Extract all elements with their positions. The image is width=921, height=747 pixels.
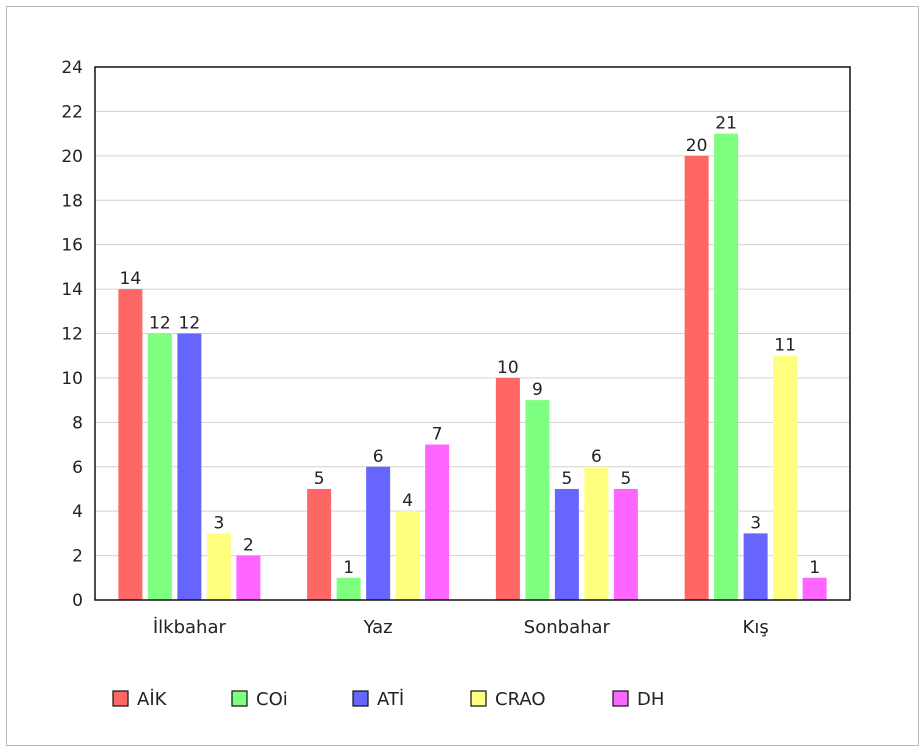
x-axis: İlkbahar Yaz Sonbahar Kış [153,617,769,638]
legend-item[interactable]: ATİ [352,689,404,710]
legend-label: CRAO [495,689,546,710]
x-tick-label: Kış [743,617,769,638]
data-label: 12 [149,314,171,334]
data-label: 2 [243,536,254,556]
y-tick-label: 2 [72,547,83,567]
y-tick-label: 6 [72,458,83,478]
legend-item[interactable]: CRAO [470,689,546,710]
data-label: 7 [432,425,443,445]
bar [584,466,609,600]
bar [206,533,231,600]
data-label: 6 [373,447,384,467]
legend-label: ATİ [377,689,404,710]
data-label: 5 [561,469,572,489]
data-label: 9 [532,380,543,400]
y-tick-label: 4 [72,502,83,522]
data-label: 10 [497,358,519,378]
data-label: 6 [591,447,602,467]
data-label: 20 [686,136,708,156]
plot-area-border [94,66,851,601]
y-tick-label: 24 [61,58,83,78]
data-label: 3 [213,513,224,533]
bar [714,133,739,600]
legend-swatch [231,690,248,707]
data-label: 12 [179,314,201,334]
y-tick-label: 16 [61,236,83,256]
y-tick-label: 14 [61,280,83,300]
data-label: 21 [715,114,737,134]
legend-swatch [470,690,487,707]
data-label: 5 [314,469,325,489]
bar [743,533,768,600]
legend-swatch [352,690,369,707]
x-tick-label: İlkbahar [153,617,227,638]
y-tick-label: 12 [61,325,83,345]
y-tick-label: 10 [61,369,83,389]
legend-label: COi [256,689,288,710]
bar [425,444,450,600]
legend-item[interactable]: AİK [112,689,168,710]
chart-frame: 0 2 4 6 8 10 12 14 16 18 20 22 24 14 12 12 3 2 5 1 6 4 7 10 9 5 6… [6,6,919,746]
legend-swatch [612,690,629,707]
bar [525,400,550,600]
legend-swatch [112,690,129,707]
x-tick-label: Sonbahar [524,617,611,638]
data-label: 14 [120,269,142,289]
x-tick-label: Yaz [363,617,393,638]
legend-item[interactable]: DH [612,689,664,710]
bar [177,333,202,600]
y-tick-label: 0 [72,591,83,611]
data-label: 11 [774,336,796,356]
bar [366,466,391,600]
y-tick-label: 22 [61,102,83,122]
bar [495,377,520,600]
y-tick-label: 8 [72,413,83,433]
bars [118,133,827,601]
bar [118,289,143,600]
bar [802,577,827,600]
data-label: 4 [402,491,413,511]
bar [684,155,709,601]
bar [773,355,798,600]
data-label: 5 [620,469,631,489]
data-label: 3 [750,513,761,533]
bar [395,511,420,600]
bar [307,488,332,600]
data-label: 1 [809,558,820,578]
bar [613,488,638,600]
y-tick-label: 18 [61,191,83,211]
y-tick-label: 20 [61,147,83,167]
bar [147,333,172,600]
bar [554,488,579,600]
data-label: 1 [343,558,354,578]
bar [236,555,261,600]
legend-item[interactable]: COi [231,689,288,710]
legend-label: DH [637,689,664,710]
legend-label: AİK [137,689,168,710]
legend: AİK COi ATİ CRAO DH [112,689,664,710]
bar [336,577,361,600]
